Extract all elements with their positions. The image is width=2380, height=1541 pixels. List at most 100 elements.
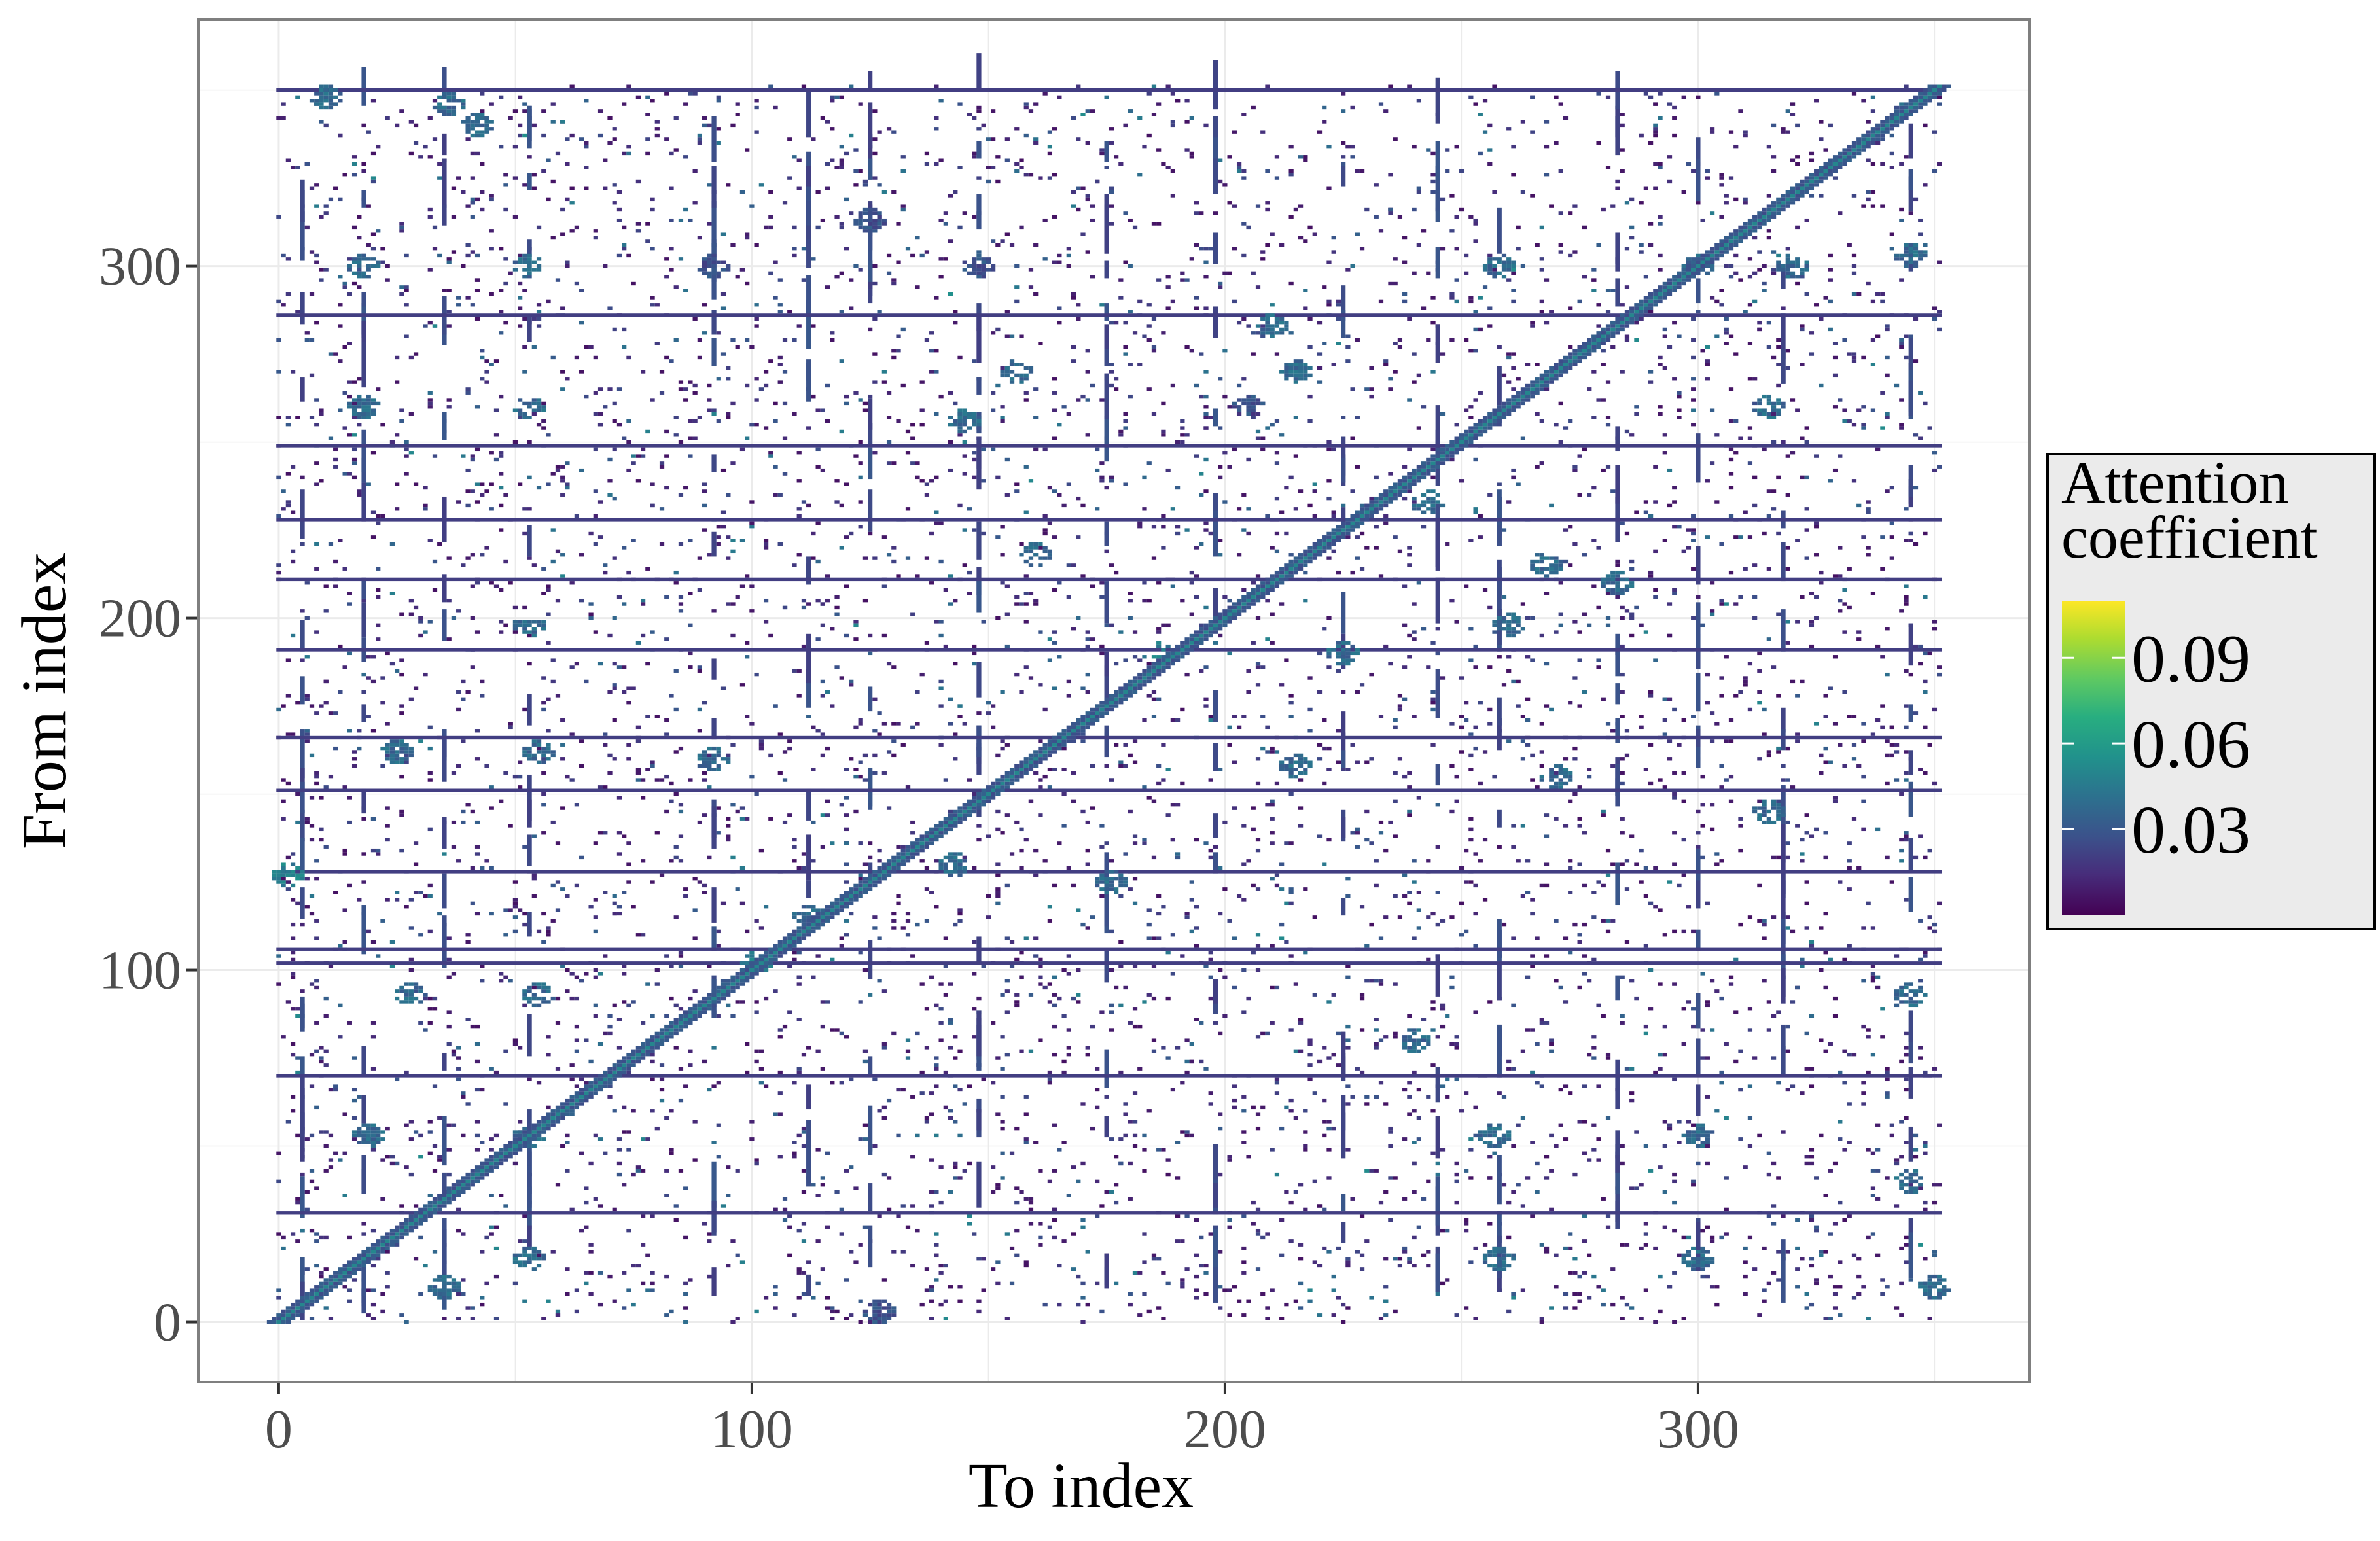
heatmap-cell — [366, 130, 371, 134]
heatmap-cell — [1047, 176, 1053, 180]
heatmap-cell — [304, 225, 310, 230]
heatmap-cell — [351, 447, 357, 452]
heatmap-cell — [1766, 1172, 1771, 1177]
heatmap-cell — [1374, 546, 1379, 550]
heatmap-cell — [1014, 602, 1020, 606]
heatmap-cell — [1762, 1246, 1767, 1250]
heatmap-cell — [399, 711, 404, 715]
heatmap-cell — [1724, 317, 1729, 321]
heatmap-cell — [1823, 1049, 1828, 1053]
heatmap-cell — [1270, 1148, 1275, 1152]
heatmap-cell — [1870, 95, 1876, 99]
heatmap-cell — [673, 285, 679, 289]
heatmap-cell — [650, 1014, 655, 1018]
heatmap-cell — [357, 236, 362, 240]
heatmap-cell — [1345, 768, 1351, 771]
heatmap-cell — [314, 204, 319, 208]
heatmap-cell — [1189, 898, 1194, 902]
heatmap-cell — [541, 707, 546, 712]
heatmap-cell — [1762, 979, 1767, 983]
heatmap-cell — [1838, 1070, 1843, 1074]
heatmap-cell — [1161, 1271, 1166, 1275]
heatmap-cell — [707, 123, 712, 128]
heatmap-cell — [1146, 796, 1152, 800]
heatmap-cell — [489, 292, 494, 296]
heatmap-cell — [1544, 1155, 1550, 1159]
heatmap-cell — [886, 127, 892, 131]
heatmap-cell — [1568, 866, 1573, 870]
heatmap-cell — [1161, 743, 1166, 747]
heatmap-cell — [1927, 915, 1932, 919]
heatmap-cell — [1838, 880, 1843, 884]
heatmap-cell — [1691, 531, 1696, 536]
heatmap-cell — [569, 778, 575, 782]
heatmap-cell — [924, 887, 930, 891]
heatmap-cell — [645, 95, 650, 99]
heatmap-cell — [1184, 912, 1190, 916]
heatmap-cell — [1004, 936, 1010, 940]
heatmap-cell — [967, 507, 972, 511]
heatmap-cell — [1189, 116, 1194, 120]
heatmap-cell — [626, 880, 631, 884]
heatmap-cell — [1345, 345, 1351, 349]
heatmap-cell — [1814, 525, 1819, 529]
heatmap-cell — [451, 972, 457, 976]
heatmap-cell — [1899, 1155, 1904, 1159]
heatmap-cell — [1771, 155, 1777, 159]
heatmap-cell — [1757, 883, 1762, 888]
heatmap-cell — [1378, 1317, 1384, 1320]
heatmap-cell — [1672, 1077, 1677, 1082]
heatmap-cell — [1109, 929, 1114, 934]
heatmap-cell — [1605, 310, 1611, 314]
heatmap-cell — [626, 1288, 631, 1292]
heatmap-cell — [399, 408, 404, 412]
heatmap-cell — [1582, 275, 1587, 279]
heatmap-cell — [276, 370, 281, 374]
heatmap-cell — [1762, 936, 1767, 940]
heatmap-cell — [309, 1133, 315, 1138]
heatmap-cell — [934, 1084, 939, 1088]
heatmap-cell — [1114, 743, 1119, 747]
heatmap-cell — [518, 760, 523, 764]
heatmap-cell — [1851, 1296, 1857, 1300]
heatmap-cell — [650, 1288, 655, 1292]
heatmap-cell — [678, 954, 684, 958]
heatmap-cell — [1577, 1299, 1582, 1303]
heatmap-cell — [1284, 531, 1289, 536]
heatmap-cell — [1738, 1137, 1743, 1141]
heatmap-cell — [1677, 394, 1682, 399]
heatmap-cell — [1795, 1218, 1800, 1222]
heatmap-cell — [593, 1197, 598, 1201]
heatmap-cell — [796, 1271, 802, 1275]
heatmap-cell — [1393, 725, 1398, 730]
heatmap-cell — [1066, 694, 1071, 698]
heatmap-cell — [1345, 965, 1351, 968]
heatmap-cell — [579, 979, 584, 983]
heatmap-cell — [418, 1235, 423, 1240]
heatmap-cell — [1819, 581, 1824, 585]
heatmap-cell — [1709, 461, 1715, 465]
heatmap-cell — [1151, 965, 1157, 968]
heatmap-cell — [692, 908, 698, 912]
heatmap-cell — [1014, 169, 1020, 173]
heatmap-cell — [1042, 985, 1048, 990]
heatmap-cell — [844, 796, 849, 800]
heatmap-cell — [1624, 285, 1630, 289]
heatmap-cell — [1042, 531, 1048, 536]
heatmap-cell — [1128, 1302, 1133, 1307]
heatmap-cell — [1620, 862, 1625, 866]
heatmap-cell — [1577, 985, 1582, 990]
heatmap-cell — [976, 1309, 982, 1314]
heatmap-cell — [399, 285, 404, 289]
heatmap-cell — [1601, 813, 1606, 817]
heatmap-cell — [669, 799, 674, 804]
heatmap-cell — [1629, 433, 1635, 437]
heatmap-cell — [1696, 809, 1701, 814]
heatmap-cell — [603, 158, 608, 162]
heatmap-cell — [1350, 144, 1355, 149]
heatmap-cell — [1426, 1250, 1431, 1254]
heatmap-cell — [1747, 1235, 1753, 1240]
heatmap-cell — [1899, 1120, 1904, 1124]
heatmap-cell — [1118, 965, 1124, 968]
heatmap-cell — [1194, 1218, 1199, 1222]
